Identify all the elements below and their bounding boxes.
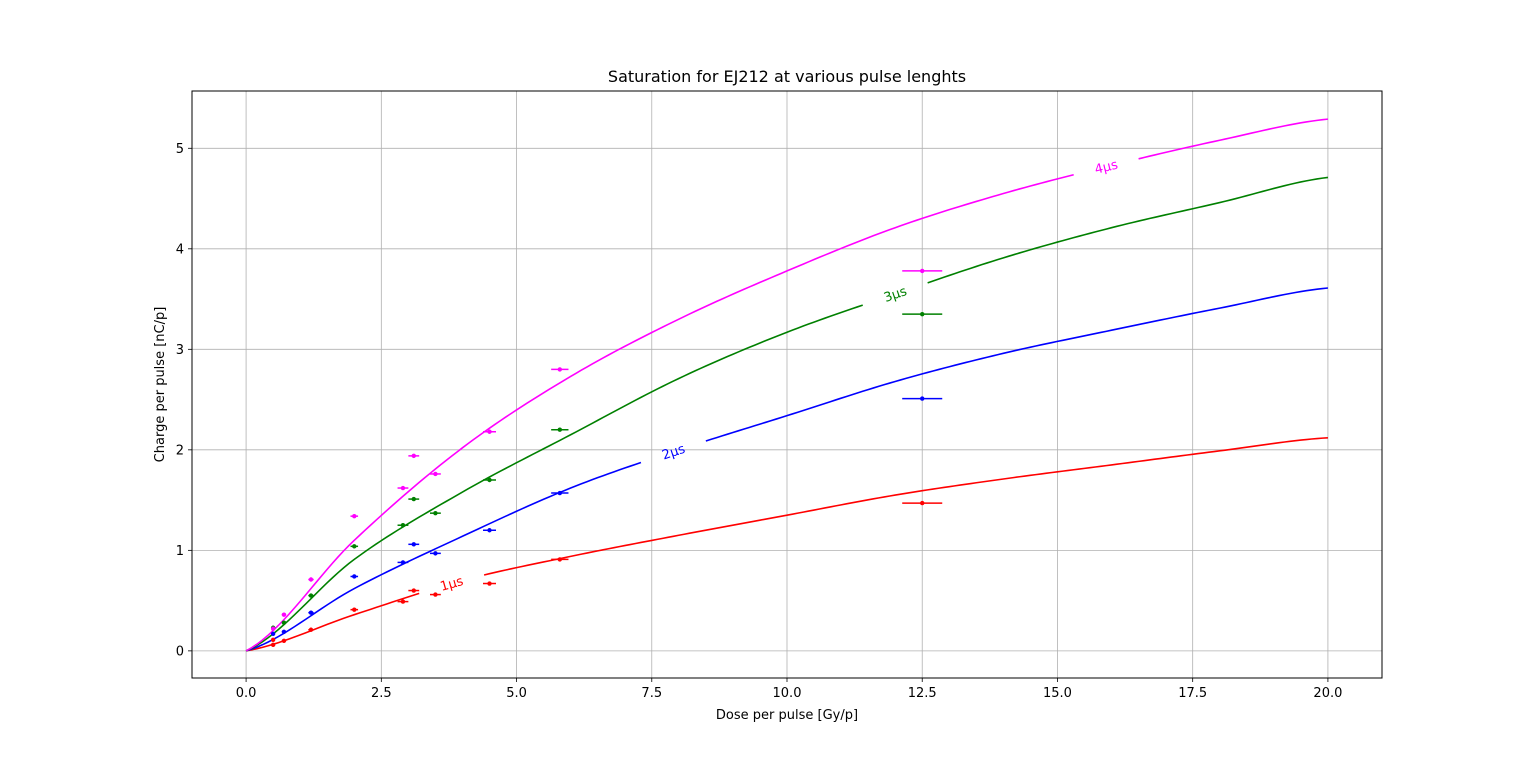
data-point: [487, 528, 492, 533]
fit-curve-4μs: [1138, 118, 1328, 160]
data-point: [400, 599, 406, 604]
data-point: [270, 631, 276, 636]
fit-curve-2μs: [245, 461, 642, 652]
data-point: [557, 490, 563, 496]
x-tick-label: 2.5: [371, 686, 392, 701]
y-tick-label: 5: [176, 142, 184, 157]
data-point: [270, 642, 276, 648]
data-points: [270, 268, 943, 648]
data-point: [281, 620, 287, 625]
data-point: [281, 629, 287, 634]
y-tick-label: 3: [176, 343, 184, 358]
x-axis-label: Dose per pulse [Gy/p]: [716, 708, 858, 723]
data-point: [352, 544, 357, 549]
fit-curve-3μs: [245, 304, 863, 652]
data-point: [400, 485, 406, 491]
data-point: [433, 471, 438, 477]
data-point: [400, 523, 406, 528]
data-point: [433, 510, 438, 516]
x-tick-label: 7.5: [641, 686, 662, 701]
fit-curve-3μs: [927, 176, 1329, 284]
data-point: [920, 500, 925, 506]
x-tick-label: 20.0: [1313, 686, 1342, 701]
y-tick-label: 4: [176, 242, 184, 257]
data-point: [920, 311, 925, 317]
y-tick-label: 1: [176, 544, 184, 559]
fit-curve-2μs: [705, 287, 1328, 442]
data-point: [433, 592, 438, 597]
data-point: [308, 577, 314, 582]
curve-labels: 1μs 2μs 3μs 4μs: [439, 158, 1120, 595]
data-point: [411, 542, 416, 547]
data-point: [411, 496, 416, 502]
curve-label-3μs: 3μs: [882, 284, 909, 306]
data-point: [920, 396, 925, 401]
data-point: [352, 574, 357, 579]
data-point: [308, 593, 314, 598]
data-point: [308, 627, 314, 632]
data-point: [281, 612, 287, 617]
data-point: [557, 557, 563, 562]
x-tick-label: 12.5: [908, 686, 937, 701]
fit-curve-4μs: [245, 173, 1074, 652]
y-axis-ticks: 0 1 2 3 4 5: [176, 142, 192, 659]
data-point: [557, 427, 563, 432]
x-tick-label: 0.0: [236, 686, 257, 701]
data-point: [270, 626, 276, 631]
curve-label-4μs: 4μs: [1093, 158, 1119, 178]
chart-title: Saturation for EJ212 at various pulse le…: [608, 67, 966, 86]
x-tick-label: 17.5: [1178, 686, 1207, 701]
x-tick-label: 15.0: [1043, 686, 1072, 701]
data-point: [352, 513, 357, 519]
data-point: [411, 453, 416, 459]
data-point: [487, 581, 492, 586]
y-axis-label: Charge per pulse [nC/p]: [153, 307, 168, 463]
x-tick-label: 10.0: [773, 686, 802, 701]
data-point: [270, 637, 276, 643]
data-point: [557, 367, 563, 372]
x-axis-ticks: 0.0 2.5 5.0 7.5 10.0 12.5 15.0 17.5 20.0: [236, 678, 1342, 701]
data-point: [352, 607, 357, 612]
data-point: [433, 551, 438, 556]
data-point: [487, 429, 492, 434]
y-tick-label: 0: [176, 644, 184, 659]
data-point: [411, 588, 416, 593]
grid-lines: [192, 91, 1382, 678]
data-point: [920, 268, 925, 274]
fit-curve-1μs: [483, 436, 1328, 576]
y-tick-label: 2: [176, 443, 184, 458]
fit-curves: [245, 118, 1329, 652]
data-point: [400, 560, 406, 565]
data-point: [281, 638, 287, 644]
curve-label-2μs: 2μs: [660, 442, 687, 464]
data-point: [308, 610, 314, 615]
x-tick-label: 5.0: [506, 686, 527, 701]
data-point: [487, 477, 492, 483]
curve-label-1μs: 1μs: [439, 574, 466, 595]
